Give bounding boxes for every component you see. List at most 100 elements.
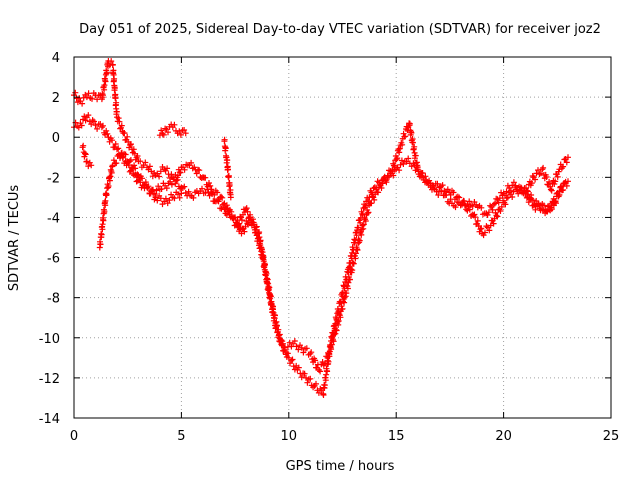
data-point-fill (510, 179, 517, 186)
data-point-fill (160, 131, 167, 138)
data-point-fill (535, 201, 542, 208)
data-point-fill (354, 247, 361, 253)
data-point-fill (456, 194, 463, 201)
data-point-fill (134, 153, 141, 159)
data-point-fill (102, 78, 109, 85)
data-point-fill (563, 182, 570, 189)
data-point (264, 280, 271, 287)
data-point-fill (394, 155, 401, 162)
data-point-fill (335, 318, 342, 324)
data-point-fill (434, 180, 441, 187)
data-point-fill (552, 178, 559, 185)
data-point-fill (100, 92, 106, 99)
data-point-fill (80, 142, 87, 149)
data-point-fill (295, 346, 302, 353)
data-point-fill (509, 194, 516, 200)
data-point-fill (308, 349, 315, 356)
data-point-fill (380, 175, 387, 181)
y-tick-label: 0 (52, 131, 60, 146)
data-point-fill (279, 340, 286, 347)
data-point (92, 122, 99, 129)
data-point (547, 186, 554, 193)
data-point-fill (226, 182, 233, 188)
data-point-fill (503, 188, 510, 195)
data-point-fill (339, 305, 346, 312)
data-point-fill (265, 283, 272, 290)
data-point-fill (301, 370, 308, 377)
data-point-fill (244, 220, 251, 227)
data-point-fill (460, 197, 467, 204)
data-point-fill (503, 195, 510, 202)
data-point-fill (82, 151, 89, 158)
data-point-fill (288, 357, 295, 364)
data-point-fill (552, 198, 559, 205)
data-point-fill (107, 173, 114, 180)
data-point-fill (72, 89, 79, 96)
data-point-fill (349, 267, 356, 274)
data-point-fill (529, 173, 536, 179)
data-point-fill (270, 306, 276, 313)
y-tick-label: -8 (47, 292, 60, 307)
data-point (114, 146, 120, 153)
data-point (444, 186, 451, 193)
data-point-fill (524, 187, 530, 194)
data-point-fill (485, 209, 492, 216)
data-point (461, 202, 468, 209)
data-point-fill (176, 194, 183, 201)
data-point-fill (130, 146, 137, 153)
data-point-fill (148, 186, 155, 193)
data-point-fill (126, 168, 133, 175)
data-point-fill (158, 186, 165, 192)
y-tick-label: -12 (39, 372, 60, 387)
data-point-fill (224, 157, 231, 164)
data-point (98, 124, 105, 131)
data-point-fill (262, 269, 269, 276)
data-point-fill (317, 368, 324, 375)
data-point-fill (390, 172, 397, 179)
data-point-fill (452, 204, 459, 211)
data-point-fill (145, 183, 152, 190)
data-point-fill (268, 302, 275, 309)
data-point-fill (228, 208, 235, 215)
data-point-fill (474, 217, 481, 224)
data-point-fill (243, 205, 250, 212)
data-point-fill (153, 187, 160, 194)
y-tick-label: 2 (52, 91, 60, 106)
data-point-fill (396, 145, 403, 152)
data-point-fill (412, 167, 419, 174)
data-point-fill (162, 195, 169, 202)
data-point-fill (466, 206, 473, 213)
data-point-fill (332, 330, 339, 337)
x-tick-label: 15 (388, 429, 405, 444)
data-point-fill (207, 182, 214, 189)
data-point-fill (465, 203, 472, 210)
data-point-fill (557, 183, 564, 190)
data-point-fill (350, 260, 357, 267)
data-point-fill (188, 159, 195, 166)
data-point-fill (165, 129, 171, 136)
data-point-fill (155, 183, 162, 190)
data-point-fill (487, 202, 494, 209)
data-point-fill (131, 162, 138, 169)
data-point-fill (312, 357, 319, 364)
axis-ticks (73, 56, 612, 419)
data-point-fill (324, 368, 331, 375)
x-axis-label: GPS time / hours (286, 459, 395, 474)
data-point-fill (536, 171, 543, 178)
data-point-fill (546, 178, 553, 185)
data-point-fill (103, 69, 110, 76)
data-point-fill (359, 222, 366, 229)
data-point-fill (199, 185, 205, 192)
data-point-fill (206, 180, 212, 186)
data-point-fill (410, 139, 416, 146)
data-point-fill (494, 213, 501, 220)
data-point-fill (548, 187, 555, 194)
data-point-fill (154, 197, 161, 204)
data-point-fill (541, 202, 547, 209)
data-point-fill (472, 214, 479, 221)
data-point-fill (403, 158, 410, 165)
data-point-fill (104, 130, 111, 137)
data-point-fill (478, 225, 485, 232)
data-point-fill (524, 188, 531, 195)
data-point-fill (489, 206, 496, 213)
